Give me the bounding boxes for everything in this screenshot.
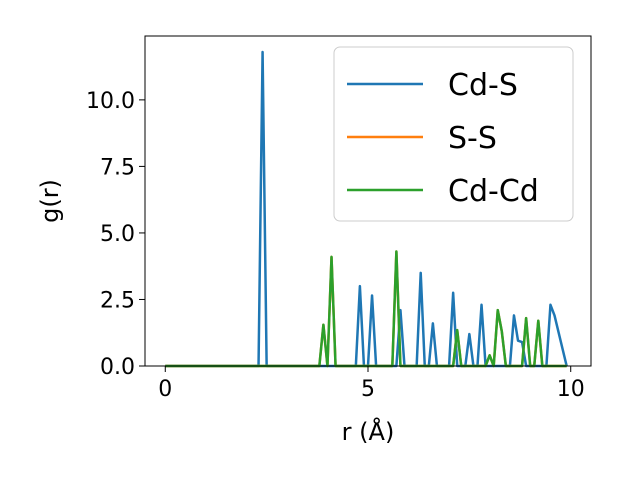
legend: Cd-S S-S Cd-Cd [333,46,574,222]
x-tick-label: 10 [557,377,585,402]
y-tick-label: 7.5 [100,155,135,180]
series-line-s-s [165,250,567,368]
legend-frame [333,46,574,222]
y-tick-label: 2.5 [100,288,135,313]
legend-entry: Cd-Cd [448,174,539,209]
x-tick-label: 5 [361,377,375,402]
y-axis: 0.0 2.5 5.0 7.5 10.0 [86,89,145,380]
y-tick-label: 0.0 [100,355,135,380]
y-tick-label: 10.0 [86,89,135,114]
x-tick-label: 0 [158,377,172,402]
x-axis-label: r (Å) [342,417,395,446]
legend-entry: S-S [448,121,497,156]
series-line-cd-cd [165,250,567,368]
y-tick-label: 5.0 [100,222,135,247]
legend-entry: Cd-S [448,68,518,103]
x-axis: 0 5 10 [158,366,585,402]
y-axis-label: g(r) [36,179,64,223]
